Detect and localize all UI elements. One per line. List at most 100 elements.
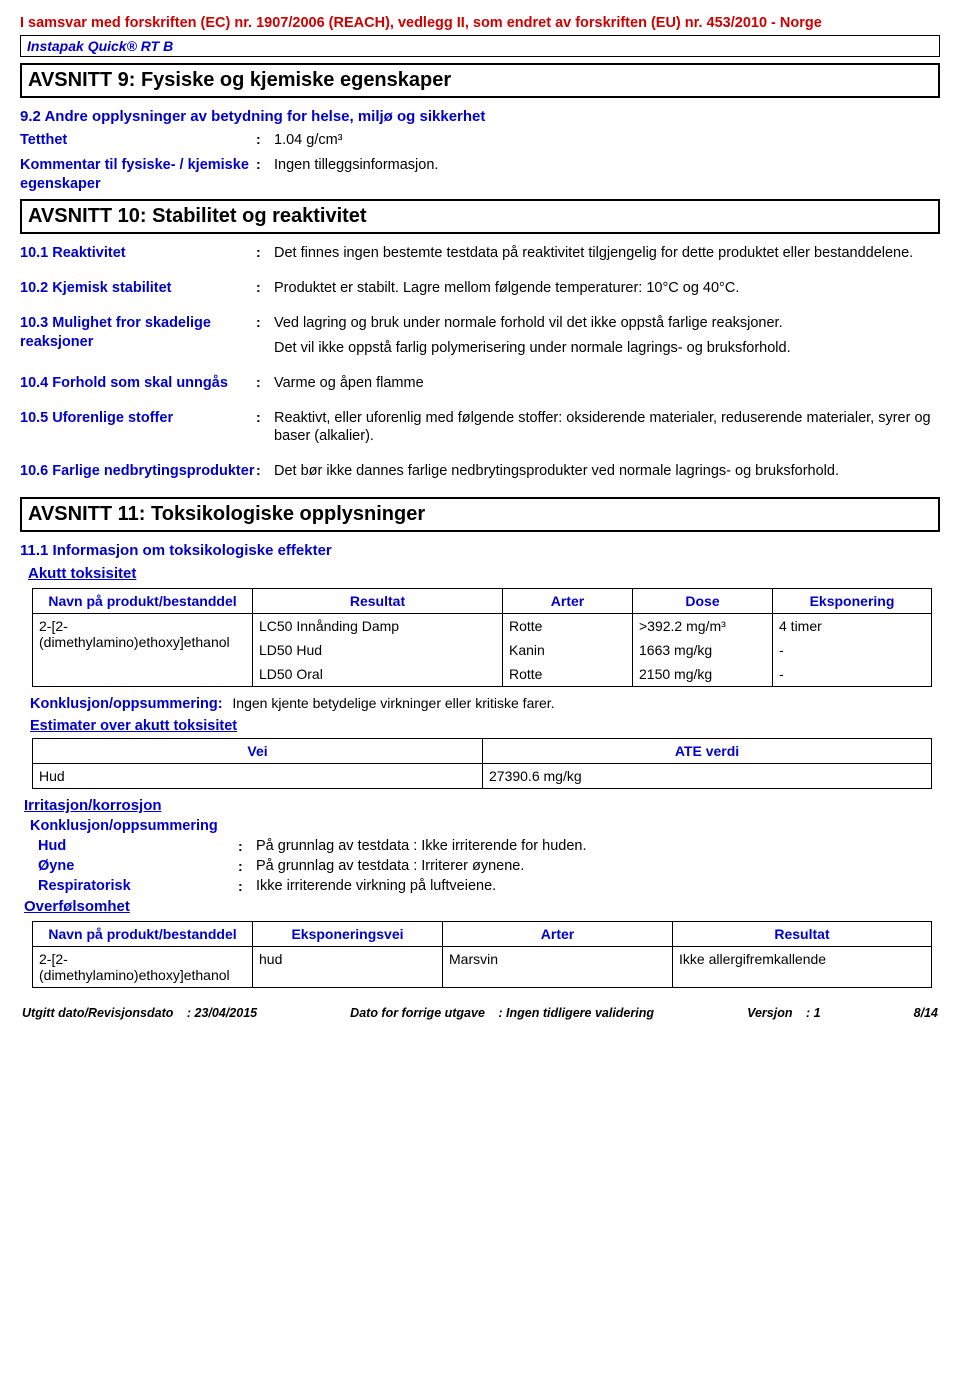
footer-versjon: Versjon : 1 xyxy=(747,1006,820,1020)
colon: : xyxy=(238,838,256,854)
r5-label: 10.5 Uforenlige stoffer xyxy=(20,409,256,447)
th-dose: Dose xyxy=(633,589,773,614)
th-ate: ATE verdi xyxy=(483,739,932,764)
td-arter: Rotte xyxy=(503,662,633,687)
table-header-row: Navn på produkt/bestanddel Eksponeringsv… xyxy=(33,922,932,947)
colon: : xyxy=(256,279,274,298)
product-box: Instapak Quick® RT B xyxy=(20,35,940,57)
forrige-label: Dato for forrige utgave xyxy=(350,1006,485,1020)
td-eksp: - xyxy=(773,662,932,687)
section-11-1-heading: 11.1 Informasjon om toksikologiske effek… xyxy=(20,542,940,559)
product-name: Instapak Quick® RT B xyxy=(27,38,173,54)
footer-page: 8/14 xyxy=(914,1006,938,1020)
td-vei: Hud xyxy=(33,764,483,789)
r3-value: Ved lagring og bruk under normale forhol… xyxy=(274,314,940,358)
r5-value: Reaktivt, eller uforenlig med følgende s… xyxy=(274,409,940,447)
kommentar-row: Kommentar til fysiske- / kjemiske egensk… xyxy=(20,156,940,194)
section-11-box: AVSNITT 11: Toksikologiske opplysninger xyxy=(20,497,940,532)
r4-value: Varme og åpen flamme xyxy=(274,374,940,393)
th-arter: Arter xyxy=(443,922,673,947)
versjon-value: : 1 xyxy=(806,1006,821,1020)
hud-label: Hud xyxy=(38,838,238,854)
konklusjon-row: Konklusjon/oppsummering: Ingen kjente be… xyxy=(30,695,940,712)
uforenlige-row: 10.5 Uforenlige stoffer : Reaktivt, elle… xyxy=(20,409,940,447)
reaktivitet-row: 10.1 Reaktivitet : Det finnes ingen best… xyxy=(20,244,940,263)
hud-row: Hud : På grunnlag av testdata : Ikke irr… xyxy=(38,838,940,854)
mulighet-row: 10.3 Mulighet fror skadelige reaksjoner … xyxy=(20,314,940,358)
r1-value: Det finnes ingen bestemte testdata på re… xyxy=(274,244,940,263)
td-name: 2-[2-(dimethylamino)ethoxy]ethanol xyxy=(33,614,253,687)
td-result: LD50 Hud xyxy=(253,638,503,662)
section-9-title: AVSNITT 9: Fysiske og kjemiske egenskape… xyxy=(28,69,451,91)
r6-label: 10.6 Farlige nedbrytingsprodukter xyxy=(20,462,256,481)
td-arter: Rotte xyxy=(503,614,633,639)
utgitt-label: Utgitt dato/Revisjonsdato xyxy=(22,1006,173,1020)
r2-label: 10.2 Kjemisk stabilitet xyxy=(20,279,256,298)
th-navn: Navn på produkt/bestanddel xyxy=(33,589,253,614)
th-vei: Vei xyxy=(33,739,483,764)
section-9-box: AVSNITT 9: Fysiske og kjemiske egenskape… xyxy=(20,63,940,98)
footer: Utgitt dato/Revisjonsdato : 23/04/2015 D… xyxy=(20,1006,940,1020)
r3-value-1: Ved lagring og bruk under normale forhol… xyxy=(274,314,940,333)
th-arter: Arter xyxy=(503,589,633,614)
td-result: LD50 Oral xyxy=(253,662,503,687)
th-navn: Navn på produkt/bestanddel xyxy=(33,922,253,947)
forhold-row: 10.4 Forhold som skal unngås : Varme og … xyxy=(20,374,940,393)
colon: : xyxy=(238,858,256,874)
colon: : xyxy=(238,878,256,894)
forrige-value: : Ingen tidligere validering xyxy=(498,1006,654,1020)
td-eksp: - xyxy=(773,638,932,662)
konklusjon-sub: Konklusjon/oppsummering xyxy=(30,818,940,834)
section-9-2-heading: 9.2 Andre opplysninger av betydning for … xyxy=(20,108,940,125)
tetthet-label: Tetthet xyxy=(20,131,256,150)
r6-value: Det bør ikke dannes farlige nedbrytingsp… xyxy=(274,462,940,481)
footer-utgitt: Utgitt dato/Revisjonsdato : 23/04/2015 xyxy=(22,1006,257,1020)
td-eksp: 4 timer xyxy=(773,614,932,639)
utgitt-date: 23/04/2015 xyxy=(195,1006,258,1020)
tetthet-value: 1.04 g/cm³ xyxy=(274,131,940,150)
farlige-row: 10.6 Farlige nedbrytingsprodukter : Det … xyxy=(20,462,940,481)
section-10-title: AVSNITT 10: Stabilitet og reaktivitet xyxy=(28,205,367,227)
td-name: 2-[2-(dimethylamino)ethoxy]ethanol xyxy=(33,947,253,988)
stabilitet-row: 10.2 Kjemisk stabilitet : Produktet er s… xyxy=(20,279,940,298)
oyne-value: På grunnlag av testdata : Irriterer øyne… xyxy=(256,858,940,874)
akutt-toksisitet: Akutt toksisitet xyxy=(28,565,940,582)
resp-row: Respiratorisk : Ikke irriterende virknin… xyxy=(38,878,940,894)
th-result: Resultat xyxy=(673,922,932,947)
r2-value: Produktet er stabilt. Lagre mellom følge… xyxy=(274,279,940,298)
td-result: LC50 Innånding Damp xyxy=(253,614,503,639)
ate-table: Vei ATE verdi Hud 27390.6 mg/kg xyxy=(32,738,932,789)
table-row: 2-[2-(dimethylamino)ethoxy]ethanol hud M… xyxy=(33,947,932,988)
r4-label: 10.4 Forhold som skal unngås xyxy=(20,374,256,393)
utgitt-value: : 23/04/2015 xyxy=(187,1006,257,1020)
toxicity-table: Navn på produkt/bestanddel Resultat Arte… xyxy=(32,588,932,687)
colon: : xyxy=(256,156,274,194)
td-dose: 1663 mg/kg xyxy=(633,638,773,662)
konklusjon-label: Konklusjon/oppsummering: xyxy=(30,696,223,712)
resp-label: Respiratorisk xyxy=(38,878,238,894)
r3-label: 10.3 Mulighet fror skadelige reaksjoner xyxy=(20,314,256,358)
th-resultat: Resultat xyxy=(253,589,503,614)
versjon-label: Versjon xyxy=(747,1006,792,1020)
tetthet-row: Tetthet : 1.04 g/cm³ xyxy=(20,131,940,150)
th-vei: Eksponeringsvei xyxy=(253,922,443,947)
r3-value-2: Det vil ikke oppstå farlig polymeriserin… xyxy=(274,339,940,358)
r1-label: 10.1 Reaktivitet xyxy=(20,244,256,263)
colon: : xyxy=(256,314,274,358)
colon: : xyxy=(256,244,274,263)
table-header-row: Navn på produkt/bestanddel Resultat Arte… xyxy=(33,589,932,614)
section-11-title: AVSNITT 11: Toksikologiske opplysninger xyxy=(28,503,425,525)
sensitization-table: Navn på produkt/bestanddel Eksponeringsv… xyxy=(32,921,932,988)
td-arter: Kanin xyxy=(503,638,633,662)
kommentar-value: Ingen tilleggsinformasjon. xyxy=(274,156,940,194)
forrige-val: Ingen tidligere validering xyxy=(506,1006,654,1020)
regulation-header: I samsvar med forskriften (EC) nr. 1907/… xyxy=(20,14,940,33)
td-dose: >392.2 mg/m³ xyxy=(633,614,773,639)
kommentar-label: Kommentar til fysiske- / kjemiske egensk… xyxy=(20,156,256,194)
td-dose: 2150 mg/kg xyxy=(633,662,773,687)
footer-forrige: Dato for forrige utgave : Ingen tidliger… xyxy=(350,1006,654,1020)
td-result: Ikke allergifremkallende xyxy=(673,947,932,988)
estimate-label: Estimater over akutt toksisitet xyxy=(30,718,940,734)
hud-value: På grunnlag av testdata : Ikke irriteren… xyxy=(256,838,940,854)
colon: : xyxy=(256,131,274,150)
